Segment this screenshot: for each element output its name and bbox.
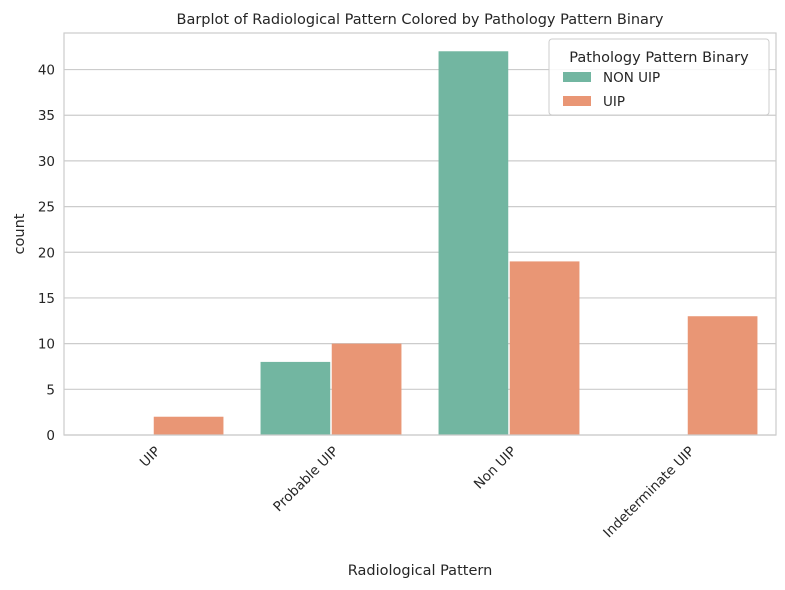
y-tick-label: 0 [46, 428, 55, 444]
y-tick-label: 5 [46, 382, 55, 398]
y-tick-label: 10 [38, 337, 55, 353]
bar-uip-1 [331, 343, 402, 435]
legend-box [548, 38, 770, 116]
legend-label: NON UIP [603, 70, 660, 86]
legend: Pathology Pattern Binary NON UIP UIP [548, 38, 770, 116]
bar-non-uip-2 [438, 51, 509, 435]
x-tick-labels: UIP Probable UIP Non UIP Indeterminate UIP [137, 444, 698, 542]
plot-frame [63, 32, 777, 436]
bar-uip-2 [509, 261, 580, 435]
bars [153, 51, 758, 435]
legend-title: Pathology Pattern Binary [569, 50, 749, 66]
y-tick-label: 35 [38, 108, 55, 124]
y-tick-label: 25 [38, 200, 55, 216]
x-tick-label: Indeterminate UIP [600, 444, 698, 542]
y-tick-label: 20 [38, 245, 55, 261]
y-tick-labels: 0 5 10 15 20 25 30 35 40 [38, 63, 55, 444]
bar-uip-3 [687, 316, 758, 435]
x-tick-label: UIP [137, 444, 164, 471]
legend-label: UIP [603, 94, 625, 110]
x-axis-label: Radiological Pattern [348, 563, 493, 579]
bar-uip-0 [153, 416, 224, 435]
x-tick-label: Probable UIP [270, 444, 342, 516]
chart-title: Barplot of Radiological Pattern Colored … [177, 12, 664, 28]
y-tick-label: 15 [38, 291, 55, 307]
grid-lines [64, 68, 776, 436]
y-tick-label: 30 [38, 154, 55, 170]
legend-swatch [563, 96, 591, 106]
bar-non-uip-1 [260, 361, 331, 435]
y-tick-label: 40 [38, 63, 55, 79]
x-tick-label: Non UIP [471, 444, 520, 493]
legend-swatch [563, 72, 591, 82]
y-axis-label: count [12, 213, 28, 254]
